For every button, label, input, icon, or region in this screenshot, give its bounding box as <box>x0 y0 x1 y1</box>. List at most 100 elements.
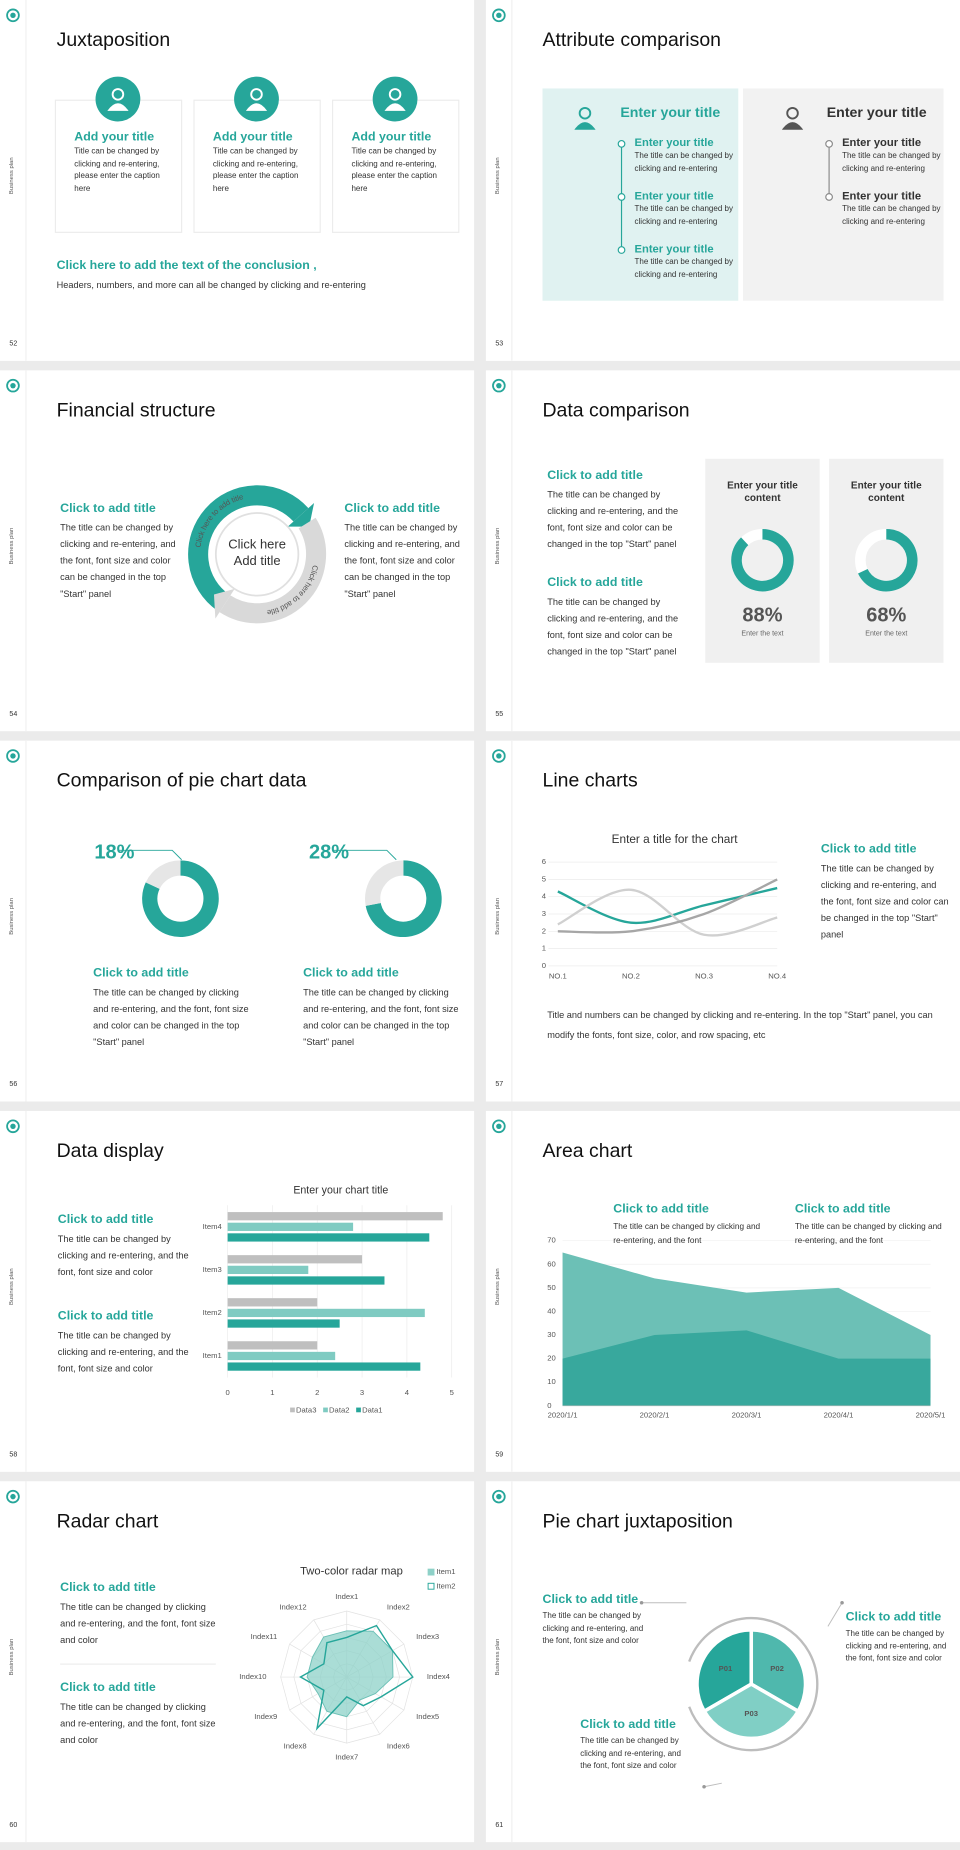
slide-graphics <box>492 370 944 732</box>
conclusion-text: Headers, numbers, and more can all be ch… <box>56 279 366 291</box>
slide: Business plan 53 Attribute comparison Enter… <box>485 0 960 361</box>
logo <box>10 382 16 389</box>
arrow-head <box>213 588 235 619</box>
block-title: Click to add title <box>60 1580 156 1595</box>
donut-value <box>145 860 181 890</box>
panel-title: Enter your title <box>826 103 927 121</box>
center-label: Click here Add title <box>228 537 286 569</box>
radar-series <box>299 1624 414 1731</box>
bar <box>227 1298 318 1307</box>
item-text: The title can be changed by clicking and… <box>634 152 733 173</box>
slide-title: Pie chart juxtaposition <box>542 1510 733 1532</box>
block-text: The title can be changed by clicking and… <box>60 1601 216 1646</box>
legend-swatch <box>427 1568 435 1576</box>
axis-label: Index10 <box>239 1672 266 1681</box>
block-text: The title can be changed by clicking and… <box>542 1612 644 1646</box>
icon-glyph <box>384 103 406 111</box>
stat-caption: Enter the text <box>865 630 908 639</box>
cycle-arc <box>188 485 309 611</box>
bar <box>227 1341 318 1350</box>
slide: Business plan 52 Juxtaposition Add your tit… <box>0 0 475 361</box>
side-label: Business plan <box>494 1268 502 1306</box>
stat-caption: Enter the text <box>741 630 784 639</box>
block-title: Click to add title <box>794 1201 891 1216</box>
legend-label: Item2 <box>436 1581 455 1590</box>
donut-value <box>858 528 918 592</box>
card <box>54 99 183 233</box>
note: Title and numbers can be changed by clic… <box>547 1009 933 1041</box>
card-title: Add your title <box>212 129 293 144</box>
bar <box>227 1255 363 1264</box>
block-text: The title can be changed by clicking and… <box>547 489 679 550</box>
block-text: The title can be changed by clicking and… <box>57 1233 189 1278</box>
axis-label: Index11 <box>251 1632 278 1641</box>
donut-value <box>731 528 794 592</box>
x-tick-label: 2020/1/1 <box>548 1410 578 1419</box>
bar <box>227 1308 425 1318</box>
chart-title: Two-color radar map <box>300 1565 403 1578</box>
outer-ring <box>688 1616 819 1752</box>
slide-number: 57 <box>495 1081 504 1089</box>
logo <box>492 8 506 23</box>
stat-value: 68% <box>866 603 907 627</box>
logo <box>10 1123 16 1130</box>
slide-number: 56 <box>9 1081 18 1089</box>
slide-graphics <box>6 740 442 1102</box>
line-series <box>557 878 778 934</box>
slide-title: Comparison of pie chart data <box>56 770 307 792</box>
slide: Business plan 55 Data comparison Click to a… <box>485 370 960 732</box>
slide-title: Attribute comparison <box>542 29 721 51</box>
block-text: The title can be changed by clicking and… <box>93 987 249 1048</box>
timeline-dot <box>617 246 626 254</box>
x-tick-label: NO.3 <box>695 972 713 981</box>
slide-graphics: 0 1 2 3 4 5 Item1 Item2 Item3 Item4 Data3 Data2 Data… <box>6 1110 454 1472</box>
bar <box>227 1351 336 1361</box>
block-title: Click to add title <box>613 1201 709 1216</box>
y-tick-label: 1 <box>542 944 546 953</box>
card-text: Title can be changed by clicking and re-… <box>74 147 160 193</box>
slide: Business plan 56 Comparison of pie chart d… <box>0 740 475 1102</box>
y-tick-label: Item4 <box>203 1222 223 1231</box>
timeline-dot <box>617 193 626 201</box>
y-tick-label: 2 <box>542 926 546 935</box>
stat-title: Enter your title content <box>850 478 922 504</box>
stat-card <box>705 458 820 663</box>
axis-label: Index8 <box>284 1742 307 1751</box>
slide-title: Data display <box>56 1140 164 1162</box>
y-tick-label: 60 <box>547 1259 556 1268</box>
chart-title: Enter your chart title <box>293 1184 389 1196</box>
bar <box>227 1222 354 1231</box>
axis-label: Index3 <box>416 1632 439 1641</box>
y-tick-label: Item3 <box>203 1265 222 1274</box>
connector <box>827 1602 843 1627</box>
icon-glyph <box>250 88 263 101</box>
segment-label: P01 <box>719 1664 733 1673</box>
logo <box>10 1493 16 1500</box>
side-label: Business plan <box>494 527 502 565</box>
block-text: The title can be changed by clicking and… <box>820 863 949 940</box>
legend-label: Data2 <box>329 1406 349 1415</box>
logo <box>6 749 20 763</box>
slide-graphics <box>492 0 944 361</box>
item-title: Enter your title <box>634 136 714 150</box>
item-title: Enter your title <box>842 136 922 150</box>
logo <box>10 12 16 19</box>
connector-dot <box>840 1600 844 1605</box>
pie-label: 28% <box>308 840 350 864</box>
side-label: Business plan <box>8 527 16 565</box>
stat-card <box>829 458 944 663</box>
icon-glyph <box>111 88 125 101</box>
panel <box>742 88 944 301</box>
block-title: Click to add title <box>60 501 156 516</box>
bar <box>227 1362 421 1371</box>
block-title: Click to add title <box>344 501 441 516</box>
block-title: Click to add title <box>303 965 399 981</box>
slide-number: 52 <box>9 340 18 348</box>
x-tick-label: 2020/3/1 <box>732 1410 762 1419</box>
card <box>193 99 321 233</box>
y-tick-label: 0 <box>547 1401 551 1410</box>
logo <box>6 8 20 23</box>
connector <box>703 1782 722 1788</box>
slide: 0 1 2 3 4 5 Item1 Item2 Item3 Item4 Data3 Data2 Data… <box>0 1110 475 1472</box>
